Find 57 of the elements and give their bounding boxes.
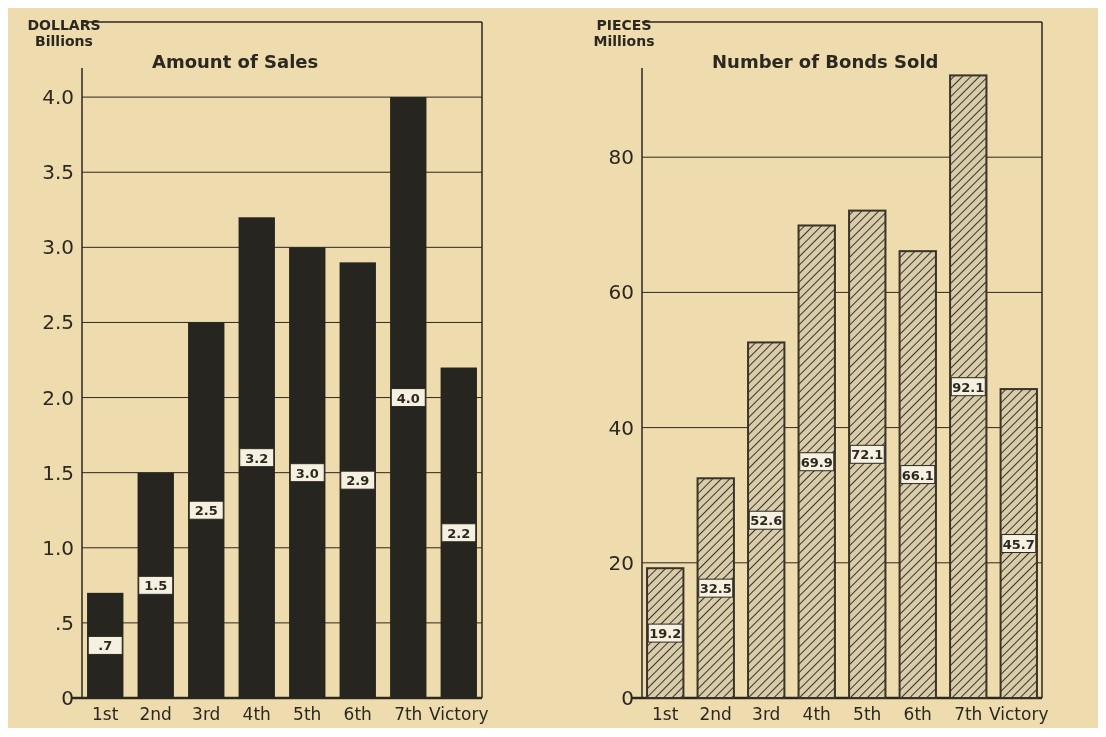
bar <box>747 341 786 699</box>
y-tick-label: 20 <box>608 550 634 575</box>
y-tick-label: 3.5 <box>42 160 74 185</box>
text: Amount of Sales <box>152 51 319 72</box>
bar <box>696 477 735 699</box>
data-label: 52.6 <box>750 513 783 529</box>
y-tick-label: 1.0 <box>42 535 74 560</box>
data-label: .7 <box>98 638 113 654</box>
x-tick-label: 2nd <box>699 704 732 724</box>
bar <box>848 209 887 699</box>
y-axis-title: PIECES Millions <box>593 17 655 49</box>
x-tick-label: 3rd <box>752 704 781 724</box>
text: Number of Bonds Sold <box>712 51 939 72</box>
x-tick-label: 6th <box>903 704 932 724</box>
data-label: 32.5 <box>699 581 732 597</box>
x-tick-label: 7th <box>394 704 423 724</box>
data-label: 19.2 <box>649 626 682 642</box>
data-label: 3.2 <box>245 450 269 466</box>
data-label: 3.0 <box>295 465 319 481</box>
bar <box>797 224 836 699</box>
data-label: 92.1 <box>952 379 985 395</box>
y-tick-label: 1.5 <box>42 460 74 485</box>
data-label: 69.9 <box>800 454 833 470</box>
y-tick-label: .5 <box>54 610 74 635</box>
y-tick-label: 4.0 <box>42 85 74 110</box>
x-tick-label: 5th <box>293 704 322 724</box>
x-tick-label: 4th <box>802 704 831 724</box>
y-tick-label: 0 <box>61 686 74 710</box>
x-tick-label: 2nd <box>139 704 172 724</box>
x-tick-label: Victory <box>429 704 489 724</box>
y-tick-label: 80 <box>608 145 634 170</box>
y-tick-label: 60 <box>608 280 634 305</box>
y-tick-label: 0 <box>621 686 634 710</box>
y-tick-label: 40 <box>608 415 634 440</box>
data-label: 2.9 <box>346 473 370 489</box>
bar <box>999 388 1038 699</box>
x-tick-label: 4th <box>242 704 271 724</box>
data-label: 45.7 <box>1002 536 1035 552</box>
data-label: 1.5 <box>144 578 168 594</box>
data-label: 66.1 <box>901 467 934 483</box>
y-tick-label: 2.0 <box>42 385 74 410</box>
x-tick-label: 5th <box>853 704 882 724</box>
x-tick-label: 3rd <box>192 704 221 724</box>
x-tick-label: 7th <box>954 704 983 724</box>
y-tick-label: 3.0 <box>42 235 74 260</box>
y-axis-title: DOLLARS Billions <box>27 17 101 49</box>
y-tick-label: 2.5 <box>42 310 74 335</box>
data-label: 2.5 <box>194 503 218 519</box>
x-tick-label: 1st <box>652 704 679 724</box>
bar <box>898 250 937 699</box>
x-tick-label: 1st <box>92 704 119 724</box>
bar <box>949 74 988 699</box>
x-tick-label: 6th <box>343 704 372 724</box>
data-label: 4.0 <box>396 390 420 406</box>
x-tick-label: Victory <box>989 704 1049 724</box>
data-label: 2.2 <box>447 525 471 541</box>
data-label: 72.1 <box>851 447 884 463</box>
